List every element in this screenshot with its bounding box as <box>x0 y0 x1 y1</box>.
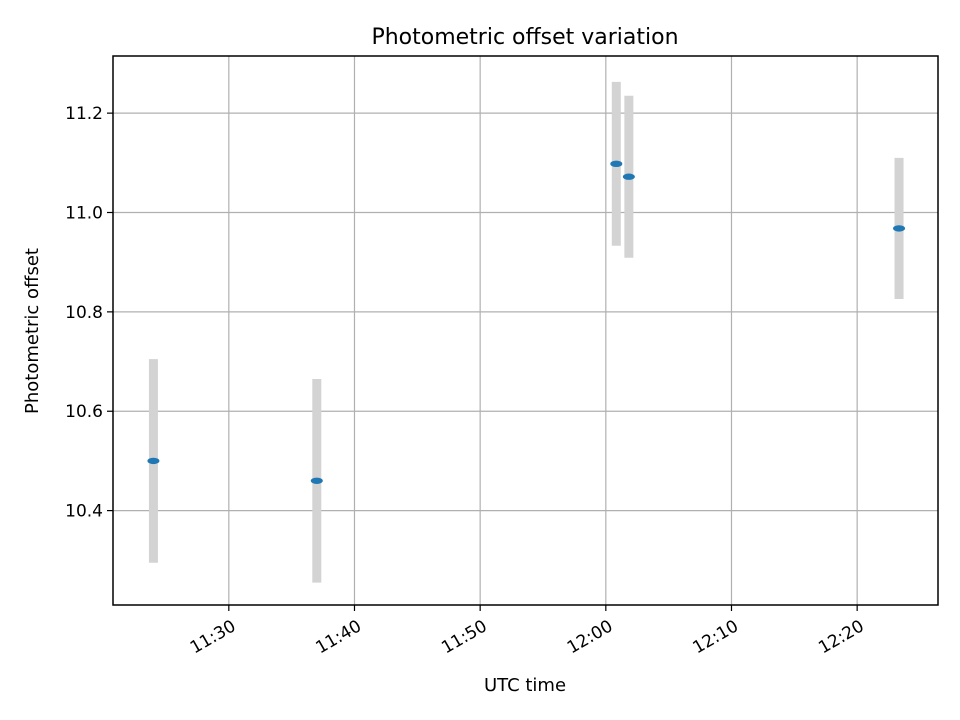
data-points <box>147 160 906 484</box>
data-point <box>147 457 160 465</box>
y-tick-label: 10.6 <box>65 402 103 422</box>
y-tick-label: 10.8 <box>65 303 103 323</box>
plot-frame <box>112 55 939 606</box>
x-axis-label: UTC time <box>484 675 566 696</box>
y-tick-label: 10.4 <box>65 502 103 522</box>
grid <box>113 56 938 605</box>
y-axis-ticks: 10.4 10.6 10.8 11.0 11.2 <box>65 104 113 522</box>
y-tick-label: 11.0 <box>65 204 103 224</box>
data-point <box>622 173 635 180</box>
data-point <box>310 477 323 484</box>
data-point <box>893 225 906 232</box>
chart-title: Photometric offset variation <box>371 25 678 50</box>
y-axis-label: Photometric offset <box>22 248 43 414</box>
y-tick-label: 11.2 <box>65 104 103 124</box>
data-point <box>610 160 623 168</box>
